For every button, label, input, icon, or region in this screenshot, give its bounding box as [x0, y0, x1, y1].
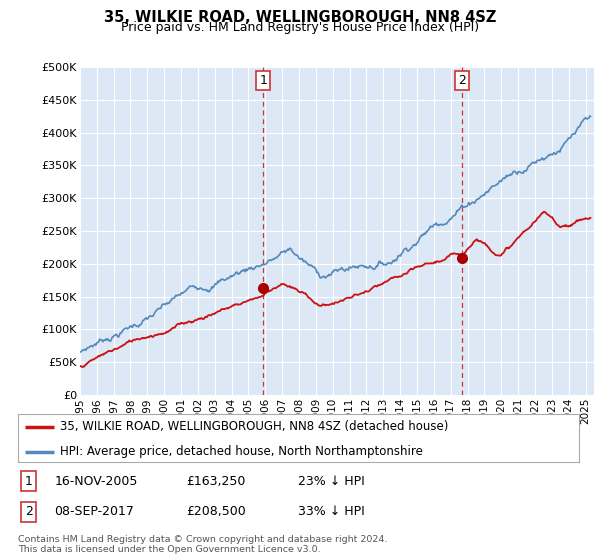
Text: 33% ↓ HPI: 33% ↓ HPI: [299, 505, 365, 518]
Text: 35, WILKIE ROAD, WELLINGBOROUGH, NN8 4SZ: 35, WILKIE ROAD, WELLINGBOROUGH, NN8 4SZ: [104, 10, 496, 25]
Text: Price paid vs. HM Land Registry's House Price Index (HPI): Price paid vs. HM Land Registry's House …: [121, 21, 479, 34]
Text: £208,500: £208,500: [186, 505, 246, 518]
Text: 2: 2: [25, 505, 32, 518]
Text: 23% ↓ HPI: 23% ↓ HPI: [299, 475, 365, 488]
Text: HPI: Average price, detached house, North Northamptonshire: HPI: Average price, detached house, Nort…: [60, 445, 423, 458]
Text: 35, WILKIE ROAD, WELLINGBOROUGH, NN8 4SZ (detached house): 35, WILKIE ROAD, WELLINGBOROUGH, NN8 4SZ…: [60, 420, 448, 433]
Text: Contains HM Land Registry data © Crown copyright and database right 2024.
This d: Contains HM Land Registry data © Crown c…: [18, 535, 388, 554]
Text: 16-NOV-2005: 16-NOV-2005: [55, 475, 138, 488]
Text: 08-SEP-2017: 08-SEP-2017: [55, 505, 134, 518]
Text: 1: 1: [25, 475, 32, 488]
Text: 1: 1: [259, 74, 267, 87]
Text: 2: 2: [458, 74, 466, 87]
Text: £163,250: £163,250: [186, 475, 245, 488]
